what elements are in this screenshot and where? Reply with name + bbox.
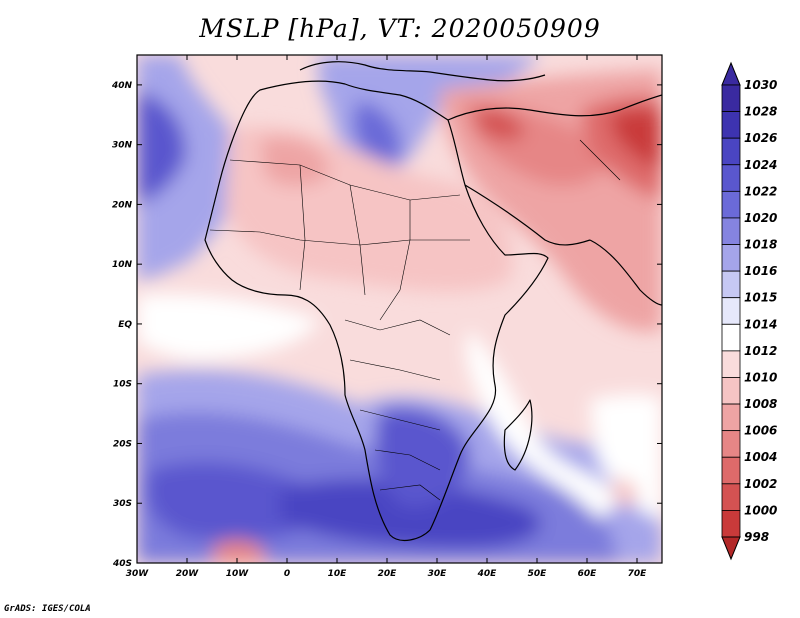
- colorbar-label: 1015: [744, 291, 777, 305]
- south-africa-high-core: [280, 479, 541, 549]
- y-tick-label: 30S: [113, 499, 132, 509]
- colorbar-segment: [721, 137, 741, 166]
- mediterranean-high-core: [353, 100, 401, 169]
- colorbar-label: 1022: [744, 184, 777, 198]
- latitude-axis: 40N 30N 20N 10N EQ 10S 20S 30S 40S: [111, 81, 662, 569]
- colorbar-segment: [721, 84, 741, 112]
- x-tick-label: 20E: [378, 569, 398, 579]
- x-tick-label: 10E: [328, 569, 348, 579]
- colorbar-segment: [721, 377, 741, 405]
- equatorial-band: [137, 293, 320, 360]
- y-tick-label: 40N: [111, 81, 133, 91]
- colorbar-label: 1010: [744, 370, 777, 384]
- map-title: MSLP [hPa], VT: 2020050909: [199, 14, 601, 43]
- colorbar-label: 998: [744, 530, 769, 544]
- east-africa-ridge: [466, 330, 620, 520]
- coastlines: [204, 61, 662, 542]
- colorbar-label: 1026: [744, 131, 777, 145]
- x-tick-label: 70E: [628, 569, 648, 579]
- colorbar-segment: [721, 430, 741, 458]
- map-frame: [136, 54, 663, 564]
- longitude-axis: 30W 20W 10W 0 10E 20E 30E 40E 50E 60E 70E: [126, 55, 647, 579]
- colorbar-segment: [721, 190, 741, 219]
- mslp-field: [137, 55, 662, 563]
- x-tick-label: 40E: [477, 569, 498, 579]
- colorbar-segment: [721, 270, 741, 299]
- colorbar-label: 1004: [744, 450, 777, 464]
- x-tick-label: 20W: [176, 569, 200, 579]
- west-africa-low: [260, 137, 330, 187]
- y-tick-label: 10N: [112, 260, 133, 270]
- colorbar-segment: [721, 111, 741, 139]
- x-tick-label: 50E: [528, 569, 548, 579]
- colorbar-label: 1002: [744, 477, 777, 491]
- map-figure: 30W 20W 10W 0 10E 20E 30E 40E 50E 60E 70E 40N 30N 20…: [111, 54, 777, 579]
- colorbar-segment: [721, 350, 741, 378]
- colorbar-label: 1016: [744, 264, 777, 278]
- colorbar: 1030 1028 1026 1024 1022 1020 1018 1016 1015 1014…: [721, 61, 777, 561]
- north-atlantic-high-core: [137, 90, 186, 205]
- y-tick-label: 20S: [113, 439, 132, 449]
- colorbar-label: 1012: [744, 344, 777, 358]
- colorbar-segment: [721, 483, 741, 511]
- colorbar-segment: [721, 323, 741, 352]
- colorbar-label: 1030: [744, 78, 777, 92]
- colorbar-label: 1008: [744, 397, 777, 411]
- india-low-core: [610, 108, 662, 170]
- x-tick-label: 60E: [578, 569, 598, 579]
- colorbar-label: 1006: [744, 424, 777, 438]
- y-tick-label: 40S: [112, 559, 132, 569]
- colorbar-label: 1000: [744, 503, 777, 517]
- x-tick-label: 10W: [226, 569, 250, 579]
- x-tick-label: 30E: [428, 569, 448, 579]
- colorbar-label: 1024: [744, 158, 777, 172]
- colorbar-bottom-arrow: [721, 536, 741, 561]
- colorbar-segment: [721, 456, 741, 485]
- y-tick-label: EQ: [118, 320, 132, 330]
- south-africa-interior-high: [375, 407, 470, 508]
- grads-credit: GrADS: IGES/COLA: [4, 604, 91, 614]
- colorbar-segment: [721, 244, 741, 272]
- colorbar-label: 1018: [744, 238, 777, 252]
- y-tick-label: 10S: [113, 380, 132, 390]
- colorbar-segment: [721, 217, 741, 245]
- colorbar-label: 1020: [744, 211, 777, 225]
- y-tick-label: 30N: [112, 141, 133, 151]
- colorbar-segment: [721, 403, 741, 432]
- colorbar-label: 1028: [744, 105, 777, 119]
- x-tick-label: 30W: [126, 569, 150, 579]
- x-tick-label: 0: [284, 569, 290, 579]
- south-atlantic-low: [212, 539, 265, 563]
- colorbar-top-arrow: [721, 61, 741, 86]
- country-borders: [209, 139, 621, 501]
- y-tick-label: 20N: [112, 200, 133, 210]
- colorbar-label: 1014: [744, 317, 777, 331]
- indian-ocean-lowpocket: [612, 478, 639, 506]
- middle-east-low-core: [475, 108, 525, 141]
- colorbar-segment: [721, 297, 741, 325]
- indian-ocean-ridge: [590, 394, 662, 520]
- colorbar-segment: [721, 510, 741, 538]
- colorbar-segment: [721, 164, 741, 192]
